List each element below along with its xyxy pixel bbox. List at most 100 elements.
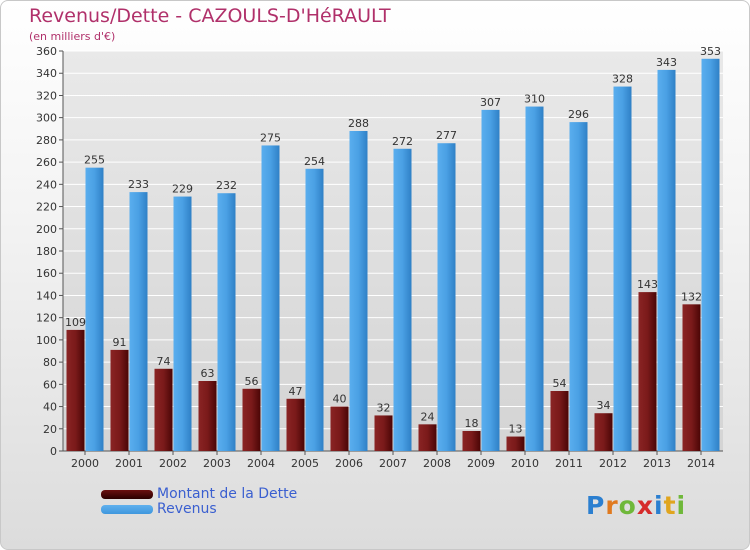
x-tick-label: 2010 (511, 457, 539, 470)
bar-revenus (217, 193, 236, 451)
x-tick-label: 2006 (335, 457, 363, 470)
chart-title: Revenus/Dette - CAZOULS-D'HéRAULT (29, 5, 391, 27)
bar-dette (66, 329, 85, 451)
bar-revenus (129, 192, 148, 451)
bar-revenus (657, 69, 676, 451)
data-label-dette: 54 (553, 377, 567, 390)
bar-revenus (481, 109, 500, 451)
y-tick-label: 200 (36, 223, 57, 236)
legend-swatch-dette (101, 490, 153, 499)
data-label-revenus: 343 (656, 56, 677, 69)
y-tick-label: 320 (36, 89, 57, 102)
x-tick-label: 2009 (467, 457, 495, 470)
legend-swatch-revenus (101, 505, 153, 514)
bar-dette (550, 391, 569, 451)
data-label-dette: 32 (377, 401, 391, 414)
bar-dette (110, 349, 129, 451)
x-tick-label: 2001 (115, 457, 143, 470)
y-tick-label: 100 (36, 334, 57, 347)
x-tick-label: 2005 (291, 457, 319, 470)
y-tick-label: 160 (36, 267, 57, 280)
data-label-dette: 40 (333, 393, 347, 406)
data-label-dette: 109 (65, 316, 86, 329)
data-label-dette: 18 (465, 417, 479, 430)
x-tick-label: 2008 (423, 457, 451, 470)
x-tick-label: 2011 (555, 457, 583, 470)
data-label-dette: 24 (421, 410, 435, 423)
y-tick-label: 60 (43, 378, 57, 391)
y-tick-label: 280 (36, 134, 57, 147)
proxiti-logo: Proxiti (586, 491, 686, 520)
y-tick-label: 20 (43, 423, 57, 436)
bar-revenus (701, 58, 720, 452)
data-label-revenus: 254 (304, 155, 325, 168)
logo-letter: P (586, 491, 606, 520)
data-label-dette: 47 (289, 385, 303, 398)
data-label-dette: 63 (201, 367, 215, 380)
y-tick-label: 80 (43, 356, 57, 369)
legend-label-revenus: Revenus (157, 501, 217, 517)
x-tick-label: 2012 (599, 457, 627, 470)
data-label-revenus: 353 (700, 45, 721, 58)
y-tick-label: 240 (36, 178, 57, 191)
data-label-revenus: 310 (524, 93, 545, 106)
x-tick-label: 2004 (247, 457, 275, 470)
bar-dette (506, 436, 525, 451)
bar-dette (330, 406, 349, 451)
logo-letter: i (676, 491, 687, 520)
bar-dette (418, 424, 437, 451)
data-label-revenus: 255 (84, 154, 105, 167)
data-label-dette: 91 (113, 336, 127, 349)
y-tick-label: 40 (43, 401, 57, 414)
bar-revenus (569, 122, 588, 451)
chart-subtitle: (en milliers d'€) (29, 30, 116, 43)
bar-revenus (261, 145, 280, 451)
x-tick-label: 2003 (203, 457, 231, 470)
bar-revenus (393, 148, 412, 451)
y-tick-label: 340 (36, 67, 57, 80)
bar-dette (682, 304, 701, 451)
x-tick-label: 2000 (71, 457, 99, 470)
y-tick-label: 180 (36, 245, 57, 258)
logo-letter: o (618, 491, 637, 520)
bar-dette (198, 381, 217, 451)
bar-dette (594, 413, 613, 451)
bar-revenus (349, 131, 368, 451)
data-label-revenus: 296 (568, 108, 589, 121)
data-label-dette: 13 (509, 423, 523, 436)
data-label-revenus: 277 (436, 129, 457, 142)
bar-dette (286, 398, 305, 451)
x-tick-label: 2014 (687, 457, 715, 470)
y-tick-label: 220 (36, 201, 57, 214)
bar-dette (154, 368, 173, 451)
data-label-dette: 132 (681, 290, 702, 303)
data-label-dette: 56 (245, 375, 259, 388)
y-tick-label: 260 (36, 156, 57, 169)
legend-label-dette: Montant de la Dette (157, 486, 298, 502)
data-label-revenus: 272 (392, 135, 413, 148)
bar-dette (638, 292, 657, 451)
data-label-dette: 34 (597, 399, 611, 412)
y-tick-label: 300 (36, 112, 57, 125)
data-label-revenus: 307 (480, 96, 501, 109)
bar-revenus (613, 86, 632, 452)
y-tick-label: 120 (36, 312, 57, 325)
logo-letter: x (636, 491, 654, 520)
data-label-revenus: 328 (612, 73, 633, 86)
data-label-revenus: 275 (260, 131, 281, 144)
x-tick-label: 2002 (159, 457, 187, 470)
bar-dette (462, 431, 481, 451)
x-tick-label: 2007 (379, 457, 407, 470)
y-tick-label: 0 (50, 445, 57, 458)
bar-revenus (173, 196, 192, 451)
data-label-revenus: 233 (128, 178, 149, 191)
logo-letter: i (654, 491, 664, 520)
data-label-dette: 143 (637, 278, 658, 291)
data-label-dette: 74 (157, 355, 171, 368)
y-tick-label: 360 (36, 45, 57, 58)
bar-revenus (525, 106, 544, 452)
bar-revenus (437, 143, 456, 451)
y-tick-label: 140 (36, 289, 57, 302)
x-tick-label: 2013 (643, 457, 671, 470)
